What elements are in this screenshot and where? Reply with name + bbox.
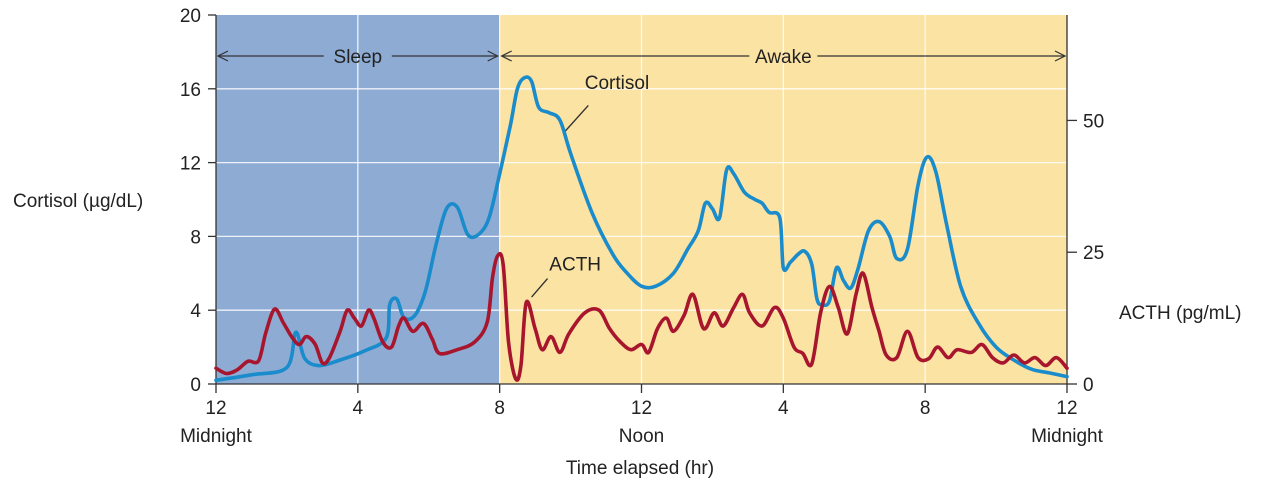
right-tick-label: 0: [1083, 375, 1094, 396]
band-label-awake: Awake: [755, 47, 812, 68]
x-tick-sublabel: Midnight: [1031, 426, 1104, 447]
x-tick-label: 4: [778, 398, 789, 419]
x-tick-sublabel: Noon: [619, 426, 664, 447]
arrow-head-right: [487, 50, 500, 62]
left-tick-label: 4: [190, 301, 201, 322]
series-line-cortisol: [214, 75, 1069, 383]
arrow-head-right: [1054, 50, 1067, 62]
x-tick-label: 12: [631, 398, 652, 419]
series-layer: [214, 75, 1069, 383]
left-tick-label: 0: [190, 375, 201, 396]
cortisol-leader-line: [562, 104, 589, 134]
left-tick-label: 20: [180, 6, 201, 27]
y-axis-title-left: Cortisol (µg/dL): [13, 191, 143, 212]
x-tick-sublabel: Midnight: [180, 426, 253, 447]
band-label-sleep: Sleep: [334, 47, 383, 68]
series-line-acth: [214, 251, 1069, 382]
series-label-acth: ACTH: [549, 255, 601, 276]
right-tick-label: 50: [1083, 111, 1104, 132]
x-axis-title: Time elapsed (hr): [566, 458, 714, 479]
axes-layer: [208, 14, 1077, 393]
right-tick-label: 25: [1083, 243, 1104, 264]
y-axis-title-right: ACTH (pg/mL): [1119, 303, 1241, 324]
x-tick-label: 12: [1056, 398, 1077, 419]
left-tick-label: 12: [180, 154, 201, 175]
text-layer: 0 4 8 12 16 20 0 25 50 12 Midnight 4 8 12 Noon 4 8 12 Midn…: [13, 6, 1241, 479]
arrow-head-left: [500, 50, 512, 62]
x-tick-label: 8: [920, 398, 931, 419]
x-tick-label: 8: [494, 398, 505, 419]
left-tick-label: 16: [180, 80, 201, 101]
x-tick-label: 12: [205, 398, 226, 419]
acth-leader-line: [531, 278, 549, 298]
x-tick-label: 4: [353, 398, 364, 419]
left-tick-label: 8: [190, 227, 201, 248]
arrow-head-left: [216, 50, 229, 62]
series-label-cortisol: Cortisol: [585, 73, 649, 94]
